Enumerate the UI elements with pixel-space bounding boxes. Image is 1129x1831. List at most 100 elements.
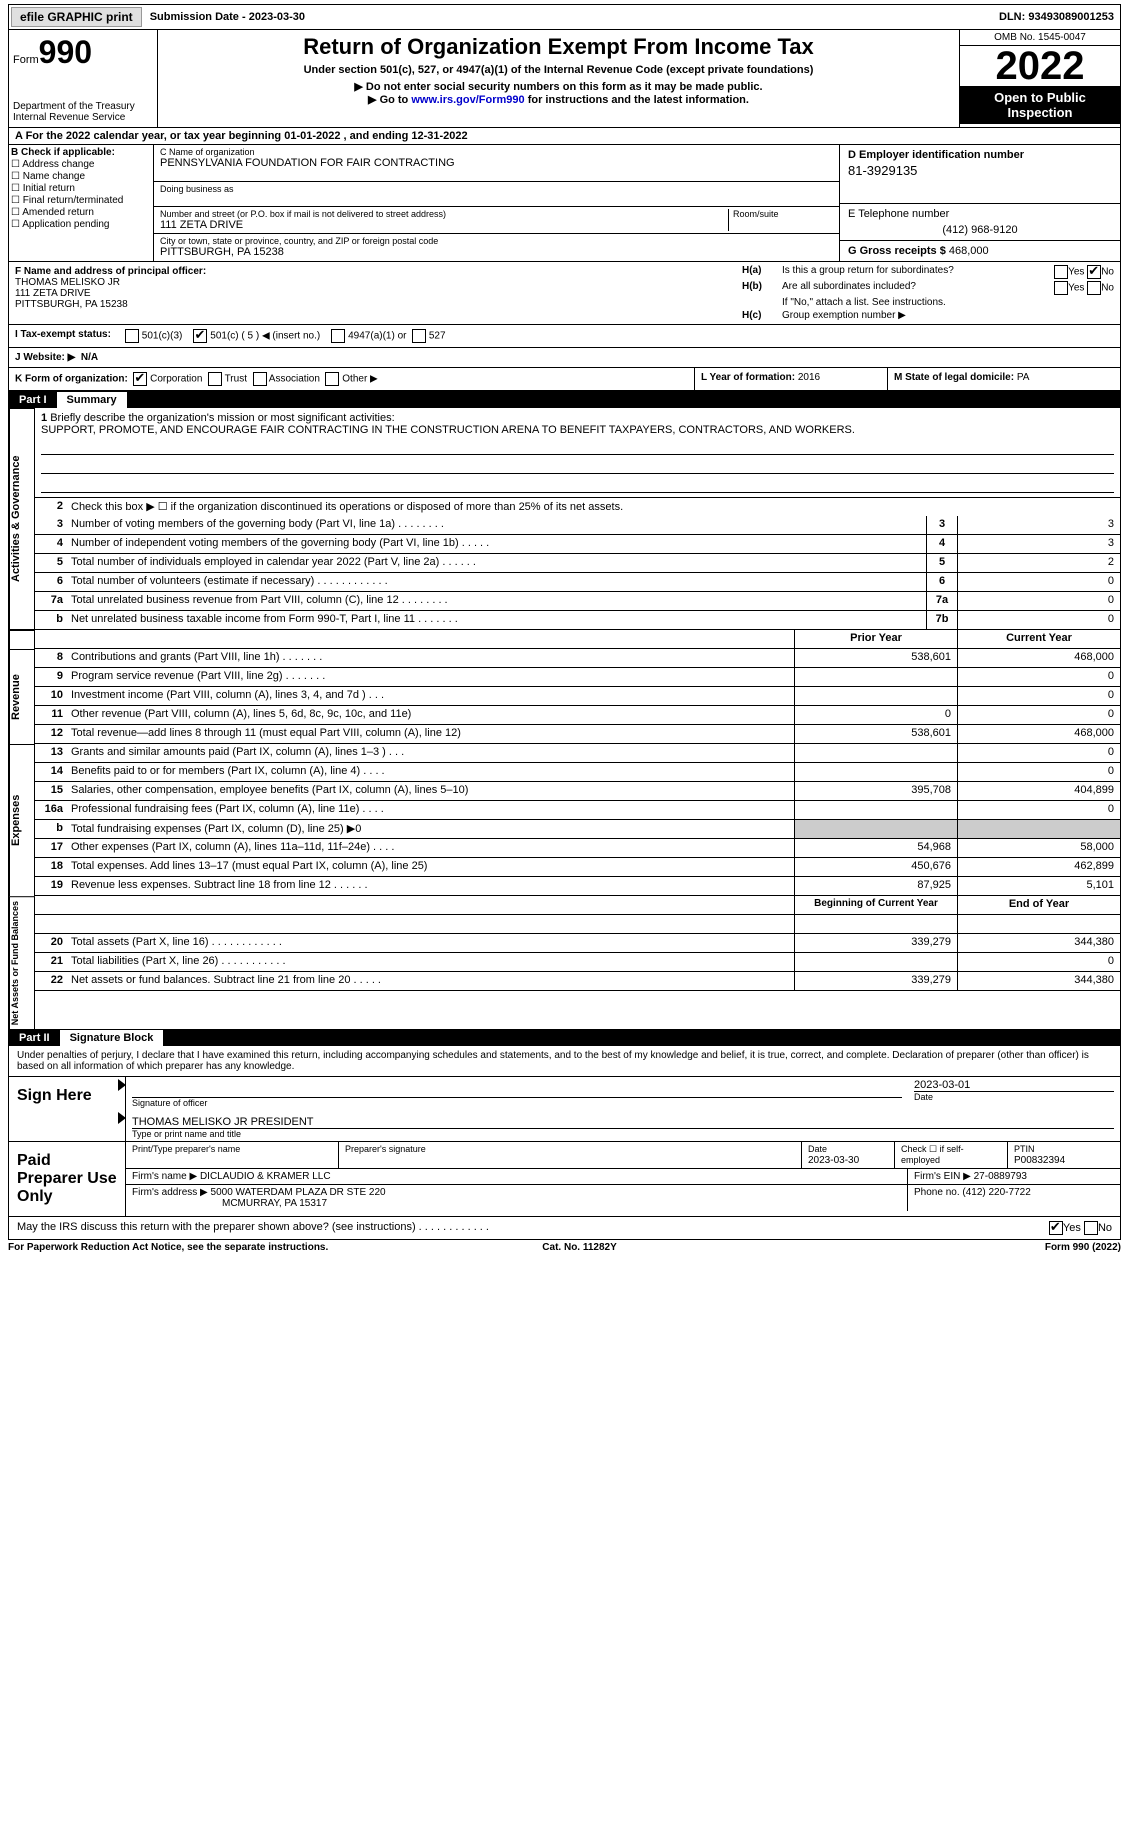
form-label: Form [13,54,39,66]
form-footer: Form 990 (2022) [1045,1242,1121,1253]
cb-amended-return[interactable]: ☐ Amended return [11,207,151,218]
section-b-label: B Check if applicable: [11,147,151,158]
mission-text: SUPPORT, PROMOTE, AND ENCOURAGE FAIR CON… [41,424,855,436]
dept-treasury: Department of the Treasury [13,101,153,112]
sig-officer-label: Signature of officer [132,1097,902,1108]
phone-value: (412) 968-9120 [848,224,1112,236]
perjury-statement: Under penalties of perjury, I declare th… [9,1046,1120,1076]
end-year-header: End of Year [957,896,1120,914]
cb-address-change[interactable]: ☐ Address change [11,159,151,170]
row-a-tax-year: A For the 2022 calendar year, or tax yea… [9,128,1120,145]
cb-final-return[interactable]: ☐ Final return/terminated [11,195,151,206]
line-12: 12Total revenue—add lines 8 through 11 (… [35,725,1120,744]
street-label: Number and street (or P.O. box if mail i… [160,209,728,219]
part1-title: Summary [57,391,127,408]
line-18: 18Total expenses. Add lines 13–17 (must … [35,858,1120,877]
ha-yes[interactable] [1054,265,1068,279]
firm-phone: (412) 220-7722 [962,1187,1030,1198]
sig-date-label: Date [914,1091,1114,1102]
current-year-header: Current Year [957,630,1120,648]
hb-note: If "No," attach a list. See instructions… [782,297,1114,308]
officer-print-name: THOMAS MELISKO JR PRESIDENT [132,1116,1114,1129]
city-state-zip: PITTSBURGH, PA 15238 [160,246,833,258]
tax-year: 2022 [960,46,1120,86]
hb-no[interactable] [1087,281,1101,295]
line-7a: 7aTotal unrelated business revenue from … [35,592,1120,611]
irs-link[interactable]: www.irs.gov/Form990 [411,94,524,106]
org-name-label: C Name of organization [160,147,833,157]
cb-527[interactable] [412,329,426,343]
sign-here-label: Sign Here [9,1077,126,1141]
ein-value: 81-3929135 [848,163,1112,178]
irs-label: Internal Revenue Service [13,112,153,123]
line-11: 11Other revenue (Part VIII, column (A), … [35,706,1120,725]
line-13: 13Grants and similar amounts paid (Part … [35,744,1120,763]
form-org-label: K Form of organization: [15,374,128,385]
cb-association[interactable] [253,372,267,386]
cb-other[interactable] [325,372,339,386]
line-2: 2Check this box ▶ ☐ if the organization … [35,498,1120,516]
year-formation-label: L Year of formation: [701,372,798,383]
cb-trust[interactable] [208,372,222,386]
paid-preparer-label: Paid Preparer Use Only [9,1142,126,1216]
firm-name: DICLAUDIO & KRAMER LLC [200,1171,331,1182]
ha-no[interactable] [1087,265,1101,279]
website-label: J Website: ▶ [15,352,75,363]
part2-title: Signature Block [60,1029,164,1046]
sig-date: 2023-03-01 [914,1079,1114,1091]
cb-4947[interactable] [331,329,345,343]
arrow-icon [118,1112,126,1124]
side-expenses: Expenses [9,744,35,896]
line-5: 5Total number of individuals employed in… [35,554,1120,573]
phone-label: E Telephone number [848,208,1112,220]
cb-corporation[interactable] [133,372,147,386]
side-net-assets: Net Assets or Fund Balances [9,896,35,1029]
cb-501c3[interactable] [125,329,139,343]
line-9: 9Program service revenue (Part VIII, lin… [35,668,1120,687]
prep-name-label: Print/Type preparer's name [132,1144,240,1154]
form-subtitle: Under section 501(c), 527, or 4947(a)(1)… [162,64,955,76]
prep-self-employed[interactable]: Check ☐ if self-employed [901,1144,964,1165]
line-20: 20Total assets (Part X, line 16) . . . .… [35,934,1120,953]
officer-print-label: Type or print name and title [132,1129,1114,1139]
form-990: Form990 Department of the Treasury Inter… [8,30,1121,1240]
line-10: 10Investment income (Part VIII, column (… [35,687,1120,706]
state-domicile: PA [1017,372,1030,383]
ein-label: D Employer identification number [848,149,1112,161]
open-public: Open to Public Inspection [960,86,1120,124]
line-15: 15Salaries, other compensation, employee… [35,782,1120,801]
side-revenue: Revenue [9,649,35,744]
line-3: 3Number of voting members of the governi… [35,516,1120,535]
discuss-no[interactable] [1084,1221,1098,1235]
cat-no: Cat. No. 11282Y [542,1242,616,1253]
prior-year-header: Prior Year [794,630,957,648]
cb-501c[interactable] [193,329,207,343]
state-domicile-label: M State of legal domicile: [894,372,1017,383]
part1-no: Part I [9,392,57,408]
officer-label: F Name and address of principal officer: [15,266,730,277]
paperwork-notice: For Paperwork Reduction Act Notice, see … [8,1242,328,1253]
prep-date: 2023-03-30 [808,1155,859,1166]
room-label: Room/suite [733,209,833,219]
hb-text: Are all subordinates included? [782,281,1014,295]
firm-ein: 27-0889793 [974,1171,1027,1182]
cb-initial-return[interactable]: ☐ Initial return [11,183,151,194]
cb-name-change[interactable]: ☐ Name change [11,171,151,182]
part2-no: Part II [9,1030,60,1046]
efile-print-button[interactable]: efile GRAPHIC print [11,7,142,27]
hc-text: Group exemption number ▶ [782,310,1114,321]
line-8: 8Contributions and grants (Part VIII, li… [35,649,1120,668]
line-14: 14Benefits paid to or for members (Part … [35,763,1120,782]
ha-text: Is this a group return for subordinates? [782,265,1014,279]
website-value: N/A [81,352,98,363]
hc-label: H(c) [742,310,782,321]
prep-sig-label: Preparer's signature [345,1144,426,1154]
tax-status-label: I Tax-exempt status: [15,329,125,343]
officer-name: THOMAS MELISKO JR [15,277,730,288]
dln: DLN: 93493089001253 [993,9,1120,25]
side-activities-governance: Activities & Governance [9,408,35,630]
hb-yes[interactable] [1054,281,1068,295]
cb-application-pending[interactable]: ☐ Application pending [11,219,151,230]
gross-receipts-value: 468,000 [949,245,989,257]
discuss-yes[interactable] [1049,1221,1063,1235]
